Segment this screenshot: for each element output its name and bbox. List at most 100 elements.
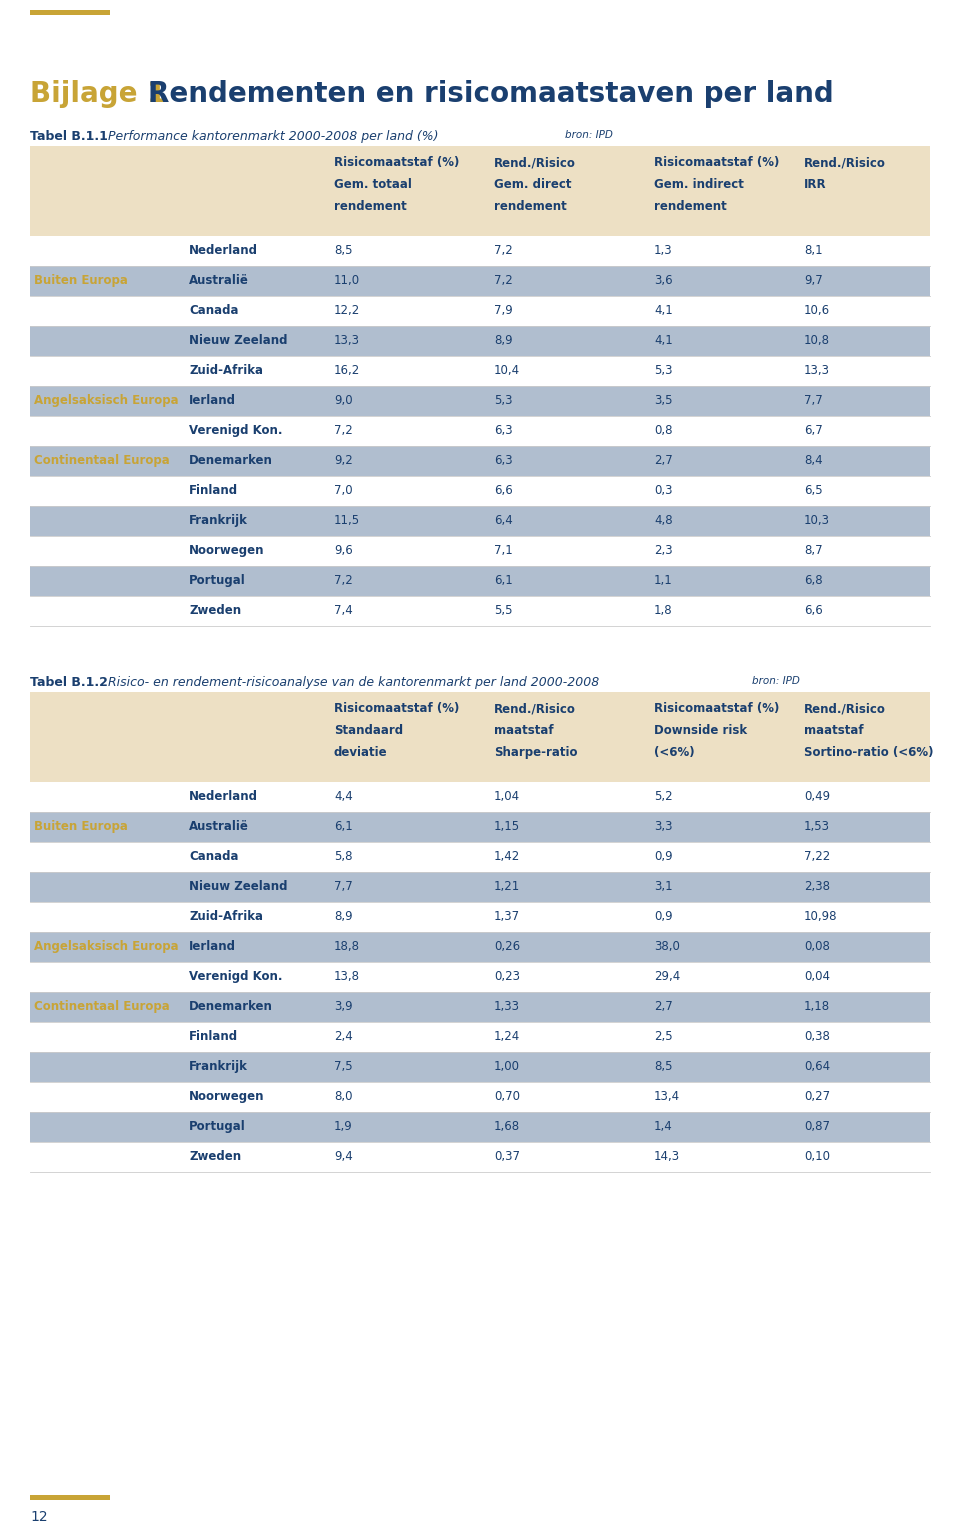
Text: 8,5: 8,5 xyxy=(334,244,352,257)
Text: Ierland: Ierland xyxy=(189,941,236,953)
Text: 0,9: 0,9 xyxy=(654,849,673,863)
Text: 7,4: 7,4 xyxy=(334,604,352,616)
Text: 7,22: 7,22 xyxy=(804,849,830,863)
Text: 29,4: 29,4 xyxy=(654,970,681,983)
Text: 9,4: 9,4 xyxy=(334,1151,352,1163)
Bar xyxy=(30,266,930,295)
Text: 9,6: 9,6 xyxy=(334,543,352,557)
Text: Australië: Australië xyxy=(189,274,249,288)
Text: 7,9: 7,9 xyxy=(494,304,513,317)
Text: 4,1: 4,1 xyxy=(654,333,673,347)
Text: maatstaf: maatstaf xyxy=(494,724,554,737)
Text: Nieuw Zeeland: Nieuw Zeeland xyxy=(189,880,287,893)
Bar xyxy=(30,962,930,992)
Text: Gem. indirect: Gem. indirect xyxy=(654,178,744,190)
Bar xyxy=(30,1142,930,1172)
Text: 3,9: 3,9 xyxy=(334,1000,352,1014)
Text: 8,9: 8,9 xyxy=(494,333,513,347)
Text: Finland: Finland xyxy=(189,484,238,498)
Text: Continentaal Europa: Continentaal Europa xyxy=(34,454,170,467)
Text: 9,7: 9,7 xyxy=(804,274,823,288)
Text: 0,08: 0,08 xyxy=(804,941,829,953)
Text: 7,5: 7,5 xyxy=(334,1059,352,1073)
Text: 9,0: 9,0 xyxy=(334,394,352,406)
Text: Downside risk: Downside risk xyxy=(654,724,747,737)
Text: Risicomaatstaf (%): Risicomaatstaf (%) xyxy=(654,155,780,169)
Text: 1,1: 1,1 xyxy=(654,574,673,587)
Text: 0,49: 0,49 xyxy=(804,790,830,804)
Text: rendement: rendement xyxy=(334,199,407,213)
Text: 1,18: 1,18 xyxy=(804,1000,830,1014)
Text: 4,8: 4,8 xyxy=(654,514,673,527)
Text: 7,7: 7,7 xyxy=(804,394,823,406)
Text: 6,6: 6,6 xyxy=(804,604,823,616)
Text: 1,4: 1,4 xyxy=(654,1120,673,1132)
Text: 0,27: 0,27 xyxy=(804,1090,830,1103)
Text: Finland: Finland xyxy=(189,1030,238,1043)
Text: Risicomaatstaf (%): Risicomaatstaf (%) xyxy=(334,155,460,169)
Bar xyxy=(30,295,930,326)
Bar xyxy=(30,1082,930,1113)
Text: 10,8: 10,8 xyxy=(804,333,830,347)
Text: 2,3: 2,3 xyxy=(654,543,673,557)
Text: 13,8: 13,8 xyxy=(334,970,360,983)
Text: Canada: Canada xyxy=(189,304,238,317)
Text: 8,4: 8,4 xyxy=(804,454,823,467)
Text: Angelsaksisch Europa: Angelsaksisch Europa xyxy=(34,394,179,406)
Text: 13,4: 13,4 xyxy=(654,1090,680,1103)
Text: Bijlage 1: Bijlage 1 xyxy=(30,81,166,108)
Text: 0,9: 0,9 xyxy=(654,910,673,922)
Text: Nederland: Nederland xyxy=(189,244,258,257)
Text: 2,7: 2,7 xyxy=(654,454,673,467)
Text: 1,04: 1,04 xyxy=(494,790,520,804)
Text: Portugal: Portugal xyxy=(189,574,246,587)
Text: Tabel B.1.1: Tabel B.1.1 xyxy=(30,129,108,143)
Text: 5,8: 5,8 xyxy=(334,849,352,863)
Text: Nederland: Nederland xyxy=(189,790,258,804)
Text: (<6%): (<6%) xyxy=(654,746,695,759)
Text: Zuid-Afrika: Zuid-Afrika xyxy=(189,910,263,922)
Text: Sharpe-ratio: Sharpe-ratio xyxy=(494,746,578,759)
Bar xyxy=(30,1052,930,1082)
Text: 13,3: 13,3 xyxy=(804,364,830,377)
Text: 38,0: 38,0 xyxy=(654,941,680,953)
Text: 16,2: 16,2 xyxy=(334,364,360,377)
Text: Performance kantorenmarkt 2000-2008 per land (%): Performance kantorenmarkt 2000-2008 per … xyxy=(108,129,439,143)
Text: 7,7: 7,7 xyxy=(334,880,352,893)
Text: 0,3: 0,3 xyxy=(654,484,673,498)
Text: Noorwegen: Noorwegen xyxy=(189,1090,265,1103)
Text: 5,3: 5,3 xyxy=(654,364,673,377)
Text: 0,87: 0,87 xyxy=(804,1120,830,1132)
Text: 12: 12 xyxy=(30,1510,48,1522)
Text: 2,4: 2,4 xyxy=(334,1030,352,1043)
Text: Risicomaatstaf (%): Risicomaatstaf (%) xyxy=(654,702,780,715)
Text: bron: IPD: bron: IPD xyxy=(752,676,800,686)
Text: 5,3: 5,3 xyxy=(494,394,513,406)
Text: Continentaal Europa: Continentaal Europa xyxy=(34,1000,170,1014)
Text: Standaard: Standaard xyxy=(334,724,403,737)
Text: 5,2: 5,2 xyxy=(654,790,673,804)
Text: 5,5: 5,5 xyxy=(494,604,513,616)
Text: deviatie: deviatie xyxy=(334,746,388,759)
Text: 10,3: 10,3 xyxy=(804,514,830,527)
Text: Risico- en rendement-risicoanalyse van de kantorenmarkt per land 2000-2008: Risico- en rendement-risicoanalyse van d… xyxy=(108,676,599,689)
Text: Rend./Risico: Rend./Risico xyxy=(494,702,576,715)
Bar xyxy=(30,1495,110,1501)
Bar xyxy=(30,146,930,236)
Text: Zweden: Zweden xyxy=(189,1151,241,1163)
Text: Verenigd Kon.: Verenigd Kon. xyxy=(189,970,282,983)
Text: 2,38: 2,38 xyxy=(804,880,830,893)
Text: Rend./Risico: Rend./Risico xyxy=(804,155,886,169)
Text: 1,15: 1,15 xyxy=(494,820,520,833)
Bar xyxy=(30,903,930,931)
Text: 1,33: 1,33 xyxy=(494,1000,520,1014)
Text: 3,5: 3,5 xyxy=(654,394,673,406)
Text: 7,0: 7,0 xyxy=(334,484,352,498)
Text: Portugal: Portugal xyxy=(189,1120,246,1132)
Text: 7,2: 7,2 xyxy=(494,244,513,257)
Text: Canada: Canada xyxy=(189,849,238,863)
Bar xyxy=(30,416,930,446)
Bar xyxy=(30,236,930,266)
Bar xyxy=(30,356,930,387)
Bar xyxy=(30,782,930,813)
